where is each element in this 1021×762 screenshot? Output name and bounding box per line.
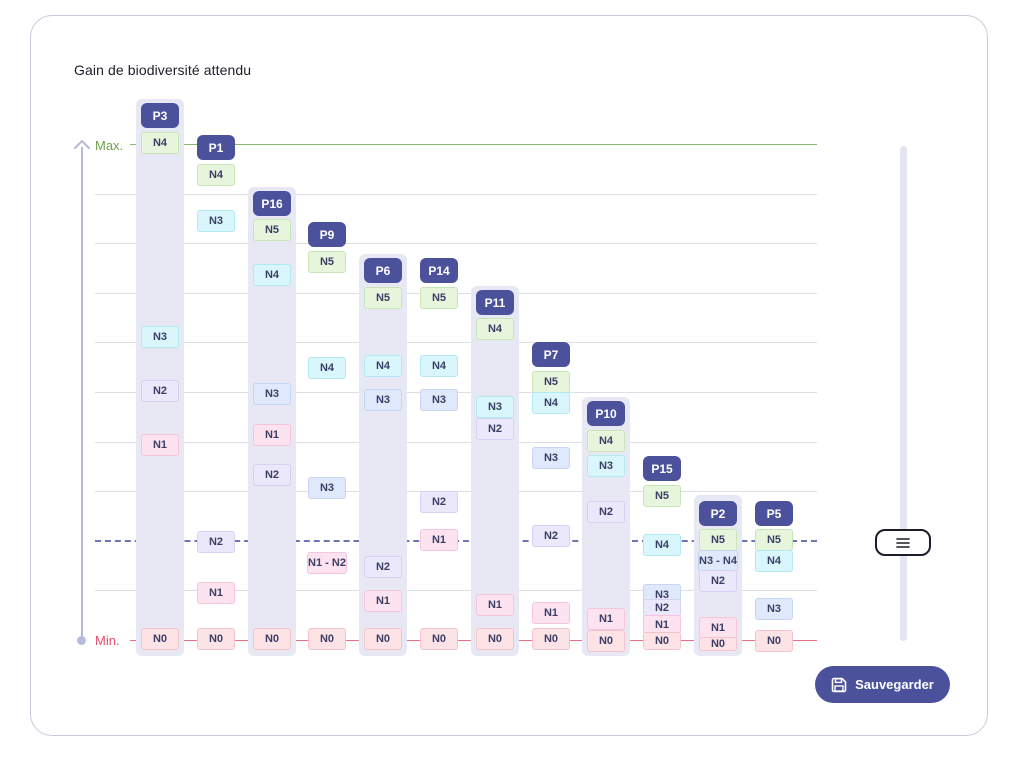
max-line — [130, 144, 817, 145]
level-tag[interactable]: N5 — [308, 251, 346, 273]
plot-tag-p10[interactable]: P10 — [587, 401, 625, 426]
axis-origin-dot — [77, 636, 86, 645]
level-tag[interactable]: N2 — [532, 525, 570, 547]
level-tag[interactable]: N3 — [532, 447, 570, 469]
level-tag[interactable]: N3 - N4 — [698, 550, 738, 572]
y-axis — [81, 147, 83, 640]
level-tag[interactable]: N5 — [532, 371, 570, 393]
level-tag[interactable]: N3 — [141, 326, 179, 348]
level-tag[interactable]: N4 — [643, 534, 681, 556]
chart-title: Gain de biodiversité attendu — [74, 62, 252, 78]
level-tag[interactable]: N2 — [197, 531, 235, 553]
level-tag[interactable]: N4 — [420, 355, 458, 377]
level-tag[interactable]: N1 — [476, 594, 514, 616]
level-tag[interactable]: N1 — [141, 434, 179, 456]
level-tag[interactable]: N4 — [141, 132, 179, 154]
level-tag[interactable]: N2 — [643, 599, 681, 617]
floppy-disk-icon — [831, 677, 847, 692]
level-tag[interactable]: N4 — [755, 550, 793, 572]
level-tag[interactable]: N2 — [364, 556, 402, 578]
level-tag[interactable]: N3 — [476, 396, 514, 418]
level-tag[interactable]: N0 — [141, 628, 179, 650]
level-tag[interactable]: N2 — [253, 464, 291, 486]
plot-tag-p16[interactable]: P16 — [253, 191, 291, 216]
plot-tag-p11[interactable]: P11 — [476, 290, 514, 315]
axis-arrow-up-icon — [74, 140, 90, 149]
level-tag[interactable]: N5 — [420, 287, 458, 309]
level-tag[interactable]: N0 — [308, 628, 346, 650]
level-tag[interactable]: N2 — [420, 491, 458, 513]
level-tag[interactable]: N0 — [699, 637, 737, 651]
level-tag[interactable]: N2 — [699, 570, 737, 592]
level-tag[interactable]: N5 — [755, 529, 793, 551]
grid-line — [95, 243, 817, 244]
level-tag[interactable]: N3 — [197, 210, 235, 232]
level-tag[interactable]: N1 — [532, 602, 570, 624]
level-tag[interactable]: N2 — [476, 418, 514, 440]
level-tag[interactable]: N3 — [755, 598, 793, 620]
plot-tag-p15[interactable]: P15 — [643, 456, 681, 481]
level-tag[interactable]: N4 — [253, 264, 291, 286]
save-button-label: Sauvegarder — [855, 677, 934, 692]
column-bg-p16 — [248, 187, 296, 656]
threshold-slider-track[interactable] — [900, 146, 907, 641]
grid-line — [95, 590, 817, 591]
plot-tag-p2[interactable]: P2 — [699, 501, 737, 526]
level-tag[interactable]: N5 — [364, 287, 402, 309]
level-tag[interactable]: N5 — [699, 529, 737, 551]
level-tag[interactable]: N1 — [364, 590, 402, 612]
grid-line — [95, 442, 817, 443]
level-tag[interactable]: N0 — [197, 628, 235, 650]
menu-lines-icon — [896, 537, 910, 548]
level-tag[interactable]: N1 — [699, 617, 737, 639]
level-tag[interactable]: N0 — [532, 628, 570, 650]
level-tag[interactable]: N2 — [141, 380, 179, 402]
save-button[interactable]: Sauvegarder — [815, 666, 950, 703]
plot-tag-p3[interactable]: P3 — [141, 103, 179, 128]
column-bg-p6 — [359, 254, 407, 656]
level-tag[interactable]: N0 — [476, 628, 514, 650]
level-tag[interactable]: N1 — [420, 529, 458, 551]
level-tag[interactable]: N3 — [420, 389, 458, 411]
level-tag[interactable]: N5 — [643, 485, 681, 507]
level-tag[interactable]: N0 — [420, 628, 458, 650]
level-tag[interactable]: N3 — [308, 477, 346, 499]
level-tag[interactable]: N3 — [364, 389, 402, 411]
level-tag[interactable]: N3 — [587, 455, 625, 477]
level-tag[interactable]: N4 — [532, 392, 570, 414]
level-tag[interactable]: N4 — [308, 357, 346, 379]
level-tag[interactable]: N4 — [587, 430, 625, 452]
plot-tag-p5[interactable]: P5 — [755, 501, 793, 526]
level-tag[interactable]: N1 - N2 — [307, 552, 347, 574]
level-tag[interactable]: N1 — [197, 582, 235, 604]
level-tag[interactable]: N4 — [197, 164, 235, 186]
level-tag[interactable]: N1 — [253, 424, 291, 446]
level-tag[interactable]: N5 — [253, 219, 291, 241]
level-tag[interactable]: N1 — [587, 608, 625, 630]
plot-tag-p7[interactable]: P7 — [532, 342, 570, 367]
grid-line — [95, 342, 817, 343]
level-tag[interactable]: N0 — [253, 628, 291, 650]
level-tag[interactable]: N0 — [643, 632, 681, 650]
level-tag[interactable]: N4 — [364, 355, 402, 377]
level-tag[interactable]: N4 — [476, 318, 514, 340]
plot-tag-p14[interactable]: P14 — [420, 258, 458, 283]
level-tag[interactable]: N0 — [587, 630, 625, 652]
grid-line — [95, 194, 817, 195]
axis-min-label: Min. — [95, 633, 120, 648]
column-bg-p3 — [136, 99, 184, 656]
threshold-slider-handle[interactable] — [875, 529, 931, 556]
plot-tag-p1[interactable]: P1 — [197, 135, 235, 160]
axis-max-label: Max. — [95, 138, 124, 153]
level-tag[interactable]: N3 — [253, 383, 291, 405]
plot-tag-p9[interactable]: P9 — [308, 222, 346, 247]
level-tag[interactable]: N2 — [587, 501, 625, 523]
level-tag[interactable]: N0 — [755, 630, 793, 652]
level-tag[interactable]: N0 — [364, 628, 402, 650]
plot-tag-p6[interactable]: P6 — [364, 258, 402, 283]
